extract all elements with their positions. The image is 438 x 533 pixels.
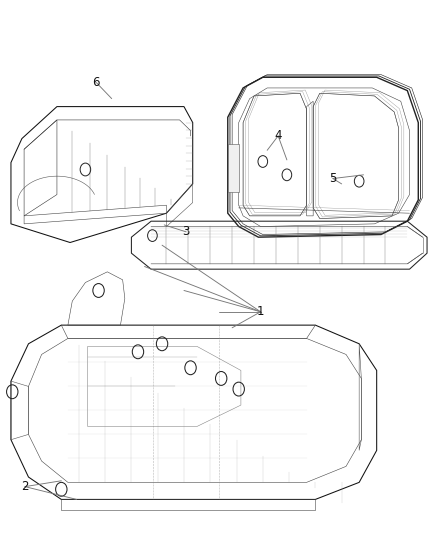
Text: 3: 3 [183,225,190,238]
Text: 1: 1 [257,305,265,318]
Text: 4: 4 [274,130,282,142]
Text: 6: 6 [92,76,100,89]
Text: 2: 2 [21,480,29,493]
Text: 5: 5 [329,172,336,185]
Polygon shape [228,144,239,192]
